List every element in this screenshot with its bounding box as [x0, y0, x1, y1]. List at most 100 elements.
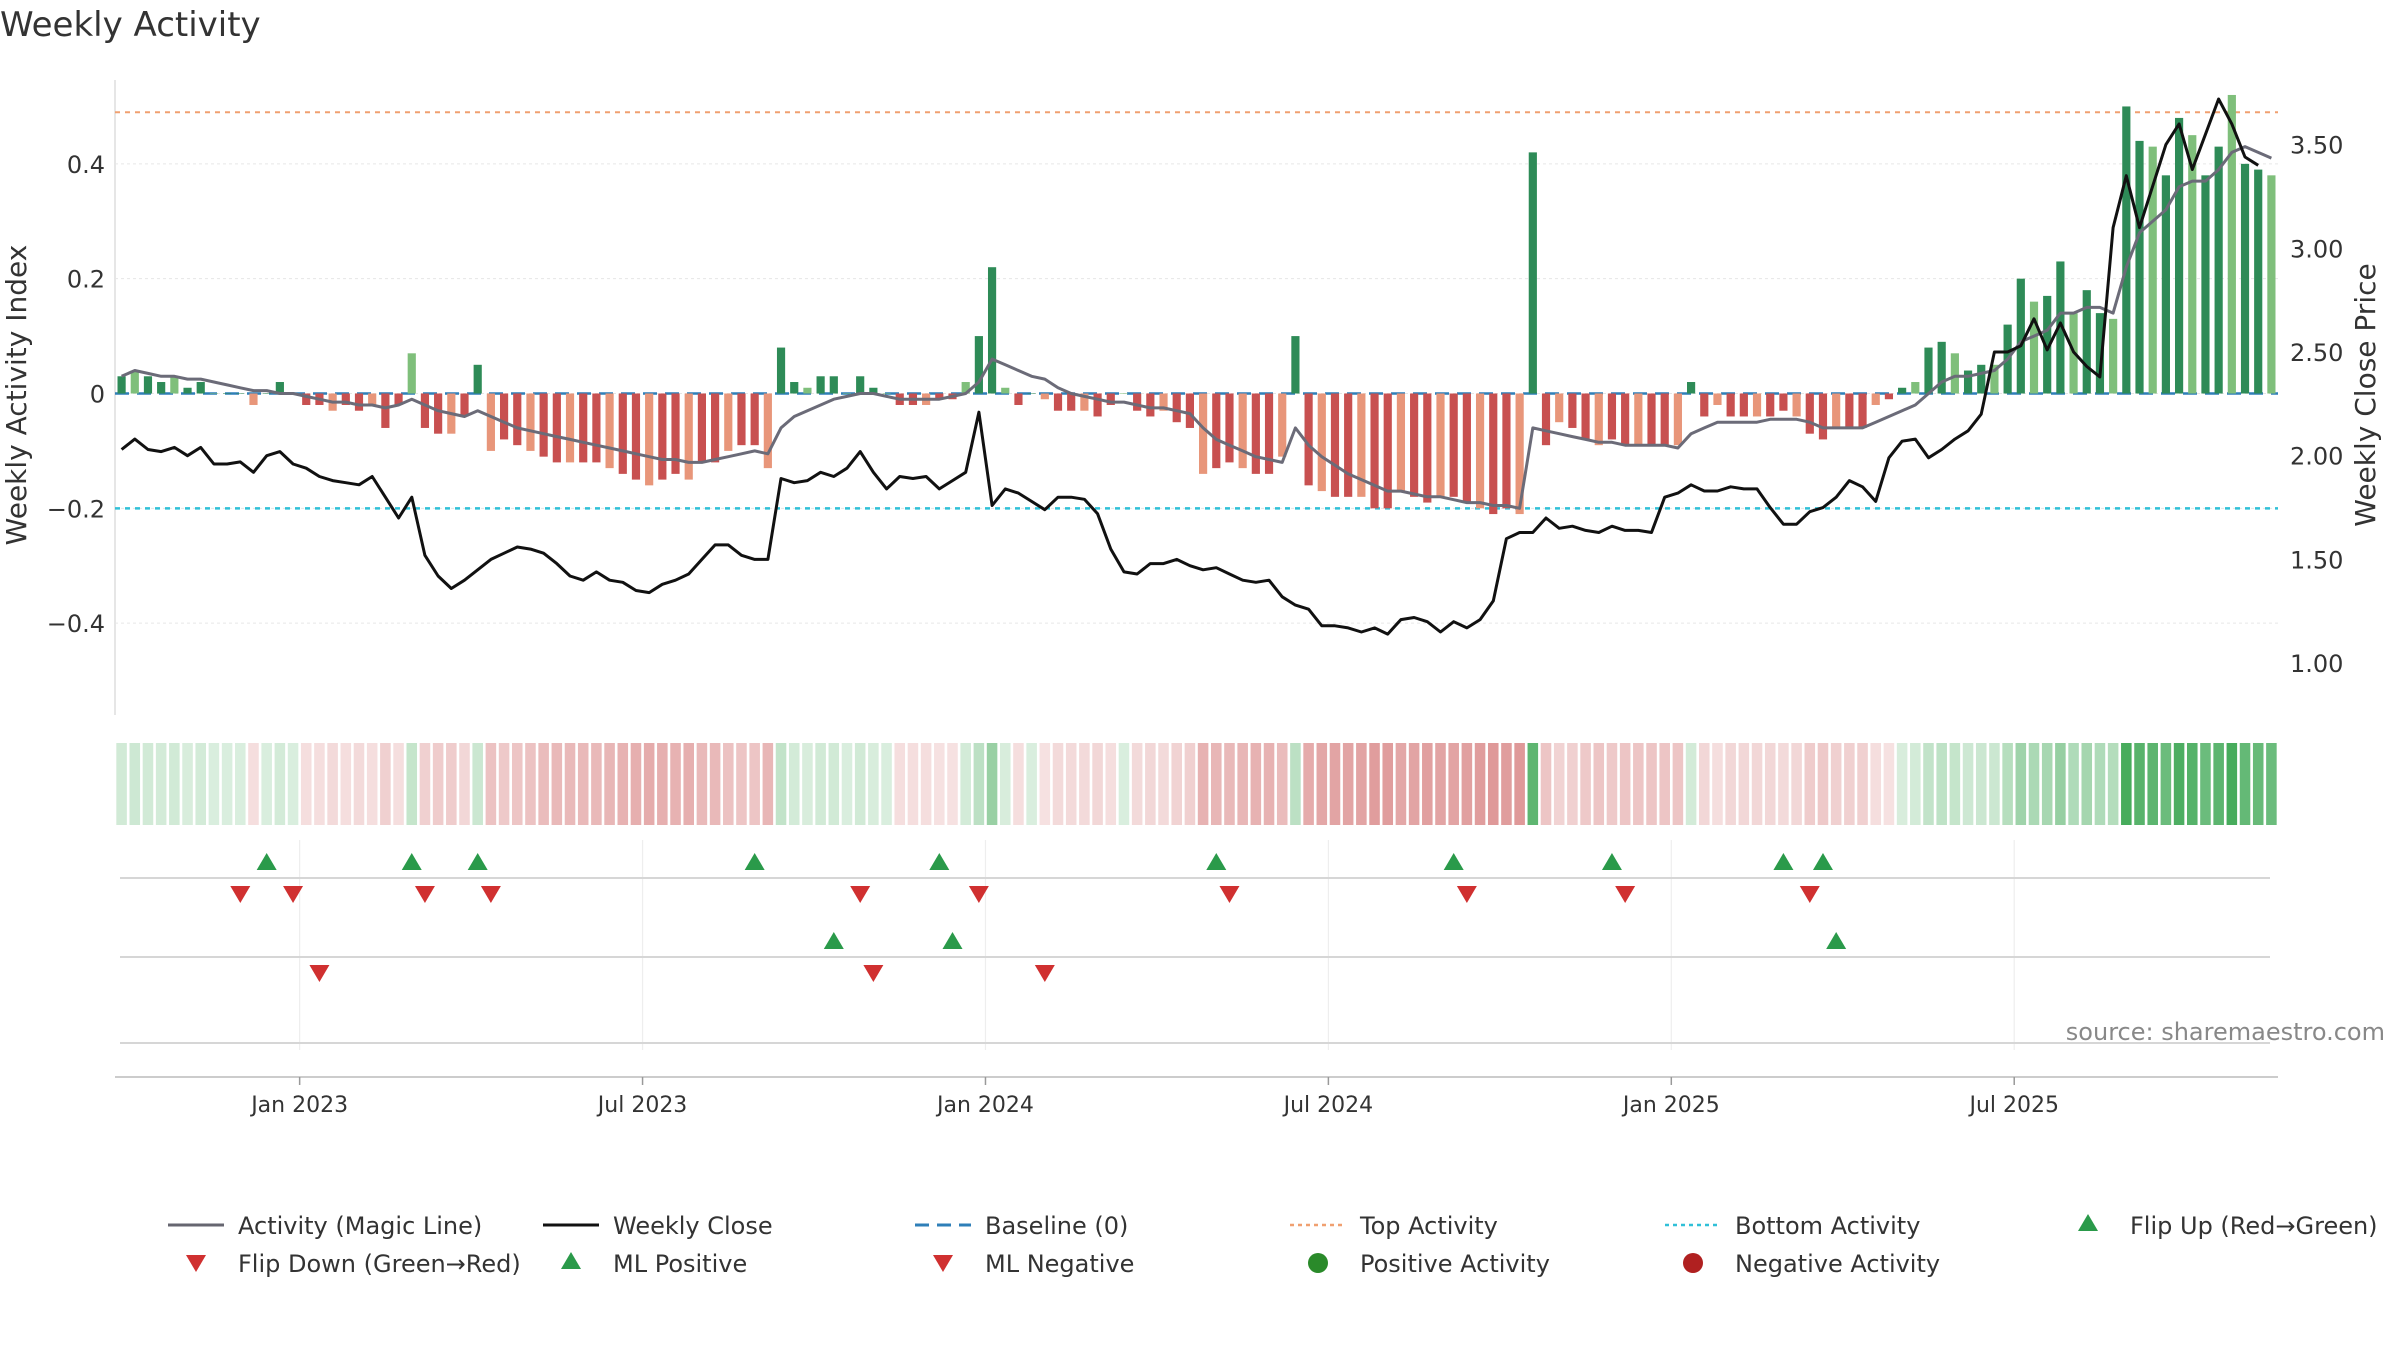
heat-strip-cell — [1619, 743, 1631, 825]
heat-strip-cell — [1224, 743, 1235, 825]
activity-bar — [1805, 393, 1814, 434]
heat-strip-cell — [1923, 743, 1934, 825]
activity-bar — [275, 382, 284, 394]
heat-strip-cell — [2028, 743, 2040, 825]
heat-strip-cell — [2041, 743, 2053, 825]
x-tick-label: Jan 2024 — [935, 1093, 1034, 1118]
activity-bar — [2109, 318, 2118, 394]
heat-strip-cell — [142, 743, 154, 825]
activity-bar — [1449, 393, 1458, 497]
heat-strip-cell — [327, 743, 338, 825]
legend-item: Flip Up (Red→Green) — [2078, 1212, 2378, 1240]
activity-bar — [1660, 393, 1669, 446]
activity-bar — [1330, 393, 1340, 497]
heat-strip-cell — [314, 743, 325, 825]
activity-bar — [2174, 117, 2184, 394]
activity-bar — [1014, 393, 1023, 405]
heat-strip-cell — [2107, 743, 2119, 825]
flip-up-marker — [1826, 932, 1847, 949]
heat-strip-cell — [538, 743, 549, 825]
heat-strip-cell — [1646, 743, 1657, 825]
activity-bar — [368, 393, 377, 405]
heat-strip-cell — [868, 743, 879, 825]
heat-strip-cell — [1487, 743, 1499, 825]
heat-strip-cell — [1118, 743, 1130, 825]
activity-bar — [645, 393, 654, 486]
heat-strip-cell — [1659, 743, 1670, 825]
heat-strip-cell — [577, 743, 589, 825]
heat-strip-cell — [802, 743, 813, 825]
heat-strip-cell — [2094, 743, 2106, 825]
activity-bar — [1462, 393, 1471, 503]
activity-bar — [816, 376, 825, 394]
heat-strip-cell — [380, 743, 391, 825]
heat-strip-cell — [604, 743, 615, 825]
heat-strip-cell — [1145, 743, 1156, 825]
activity-bar — [565, 393, 575, 463]
heat-strip-cell — [775, 743, 787, 825]
heat-strip-cell — [1263, 743, 1275, 825]
y-tick-right: 1.50 — [2290, 546, 2343, 574]
heat-strip-cell — [683, 743, 694, 825]
heat-strip-cell — [1092, 743, 1103, 825]
activity-bar — [341, 393, 350, 405]
heat-strip-cell — [657, 743, 668, 825]
x-axis: Jan 2023 Jul 2023 Jan 2024 Jul 2024 Jan 2025… — [115, 1076, 2278, 1118]
weekly-close-line — [120, 97, 2259, 636]
heat-strip-cell — [1699, 743, 1710, 825]
heat-strip-cell — [696, 743, 708, 825]
heat-strip-cell — [854, 743, 866, 825]
activity-bar — [803, 387, 812, 394]
activity-bar — [842, 393, 852, 394]
heat-strip-cell — [2226, 743, 2238, 825]
activity-bar — [631, 393, 641, 480]
flip-down-marker — [414, 886, 435, 903]
heat-strip-cell — [2068, 743, 2079, 825]
activity-heat-strip — [116, 743, 2277, 825]
heat-strip-cell — [1738, 743, 1750, 825]
y-tick-left: 0.2 — [67, 266, 105, 294]
activity-bar — [1515, 393, 1524, 515]
activity-bar — [1119, 393, 1129, 394]
legend-swatch-up-triangle — [561, 1252, 581, 1269]
legend-label: ML Negative — [985, 1250, 1134, 1278]
activity-bar — [2135, 140, 2144, 394]
activity-bar — [1634, 393, 1643, 446]
activity-bar — [236, 393, 245, 394]
flip-down-marker — [968, 886, 989, 903]
activity-bar — [1133, 393, 1142, 411]
heat-strip-cell — [709, 743, 721, 825]
activity-bar — [130, 370, 139, 394]
heat-strip-cell — [1448, 743, 1459, 825]
heat-strip-cell — [723, 743, 734, 825]
activity-bar — [1357, 393, 1366, 497]
activity-bar — [1924, 347, 1933, 394]
activity-bar — [1937, 341, 1946, 394]
activity-bar — [249, 393, 258, 405]
heat-strip-cell — [1026, 743, 1037, 825]
legend-item: Positive Activity — [1308, 1250, 1550, 1278]
heat-strip-cell — [2173, 743, 2185, 825]
activity-bar — [724, 393, 733, 451]
heat-strip-cell — [1013, 743, 1024, 825]
flip-down-marker — [1615, 886, 1636, 903]
activity-bar — [1436, 393, 1445, 497]
heat-strip-cell — [1079, 743, 1090, 825]
heat-strip-cell — [973, 743, 985, 825]
activity-bar — [1093, 393, 1102, 417]
y-tick-right: 2.00 — [2290, 443, 2343, 471]
activity-bar — [684, 393, 693, 480]
activity-bar — [1278, 393, 1287, 457]
y-tick-right: 1.00 — [2290, 650, 2343, 678]
flip-up-marker — [1601, 853, 1622, 870]
activity-bar — [1832, 393, 1841, 428]
legend-label: Top Activity — [1359, 1212, 1498, 1240]
heat-strip-cell — [129, 743, 141, 825]
heat-strip-cell — [1567, 743, 1578, 825]
activity-bar — [1502, 393, 1511, 509]
legend-label: Flip Down (Green→Red) — [238, 1250, 521, 1278]
activity-bar — [407, 353, 416, 394]
x-tick-label: Jan 2025 — [1621, 1093, 1720, 1118]
heat-strip-cell — [1237, 743, 1248, 825]
activity-bar — [829, 376, 838, 394]
